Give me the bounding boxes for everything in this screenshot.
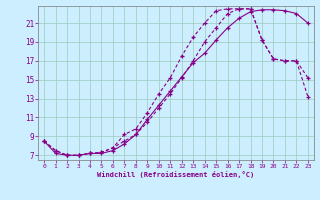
X-axis label: Windchill (Refroidissement éolien,°C): Windchill (Refroidissement éolien,°C) (97, 171, 255, 178)
